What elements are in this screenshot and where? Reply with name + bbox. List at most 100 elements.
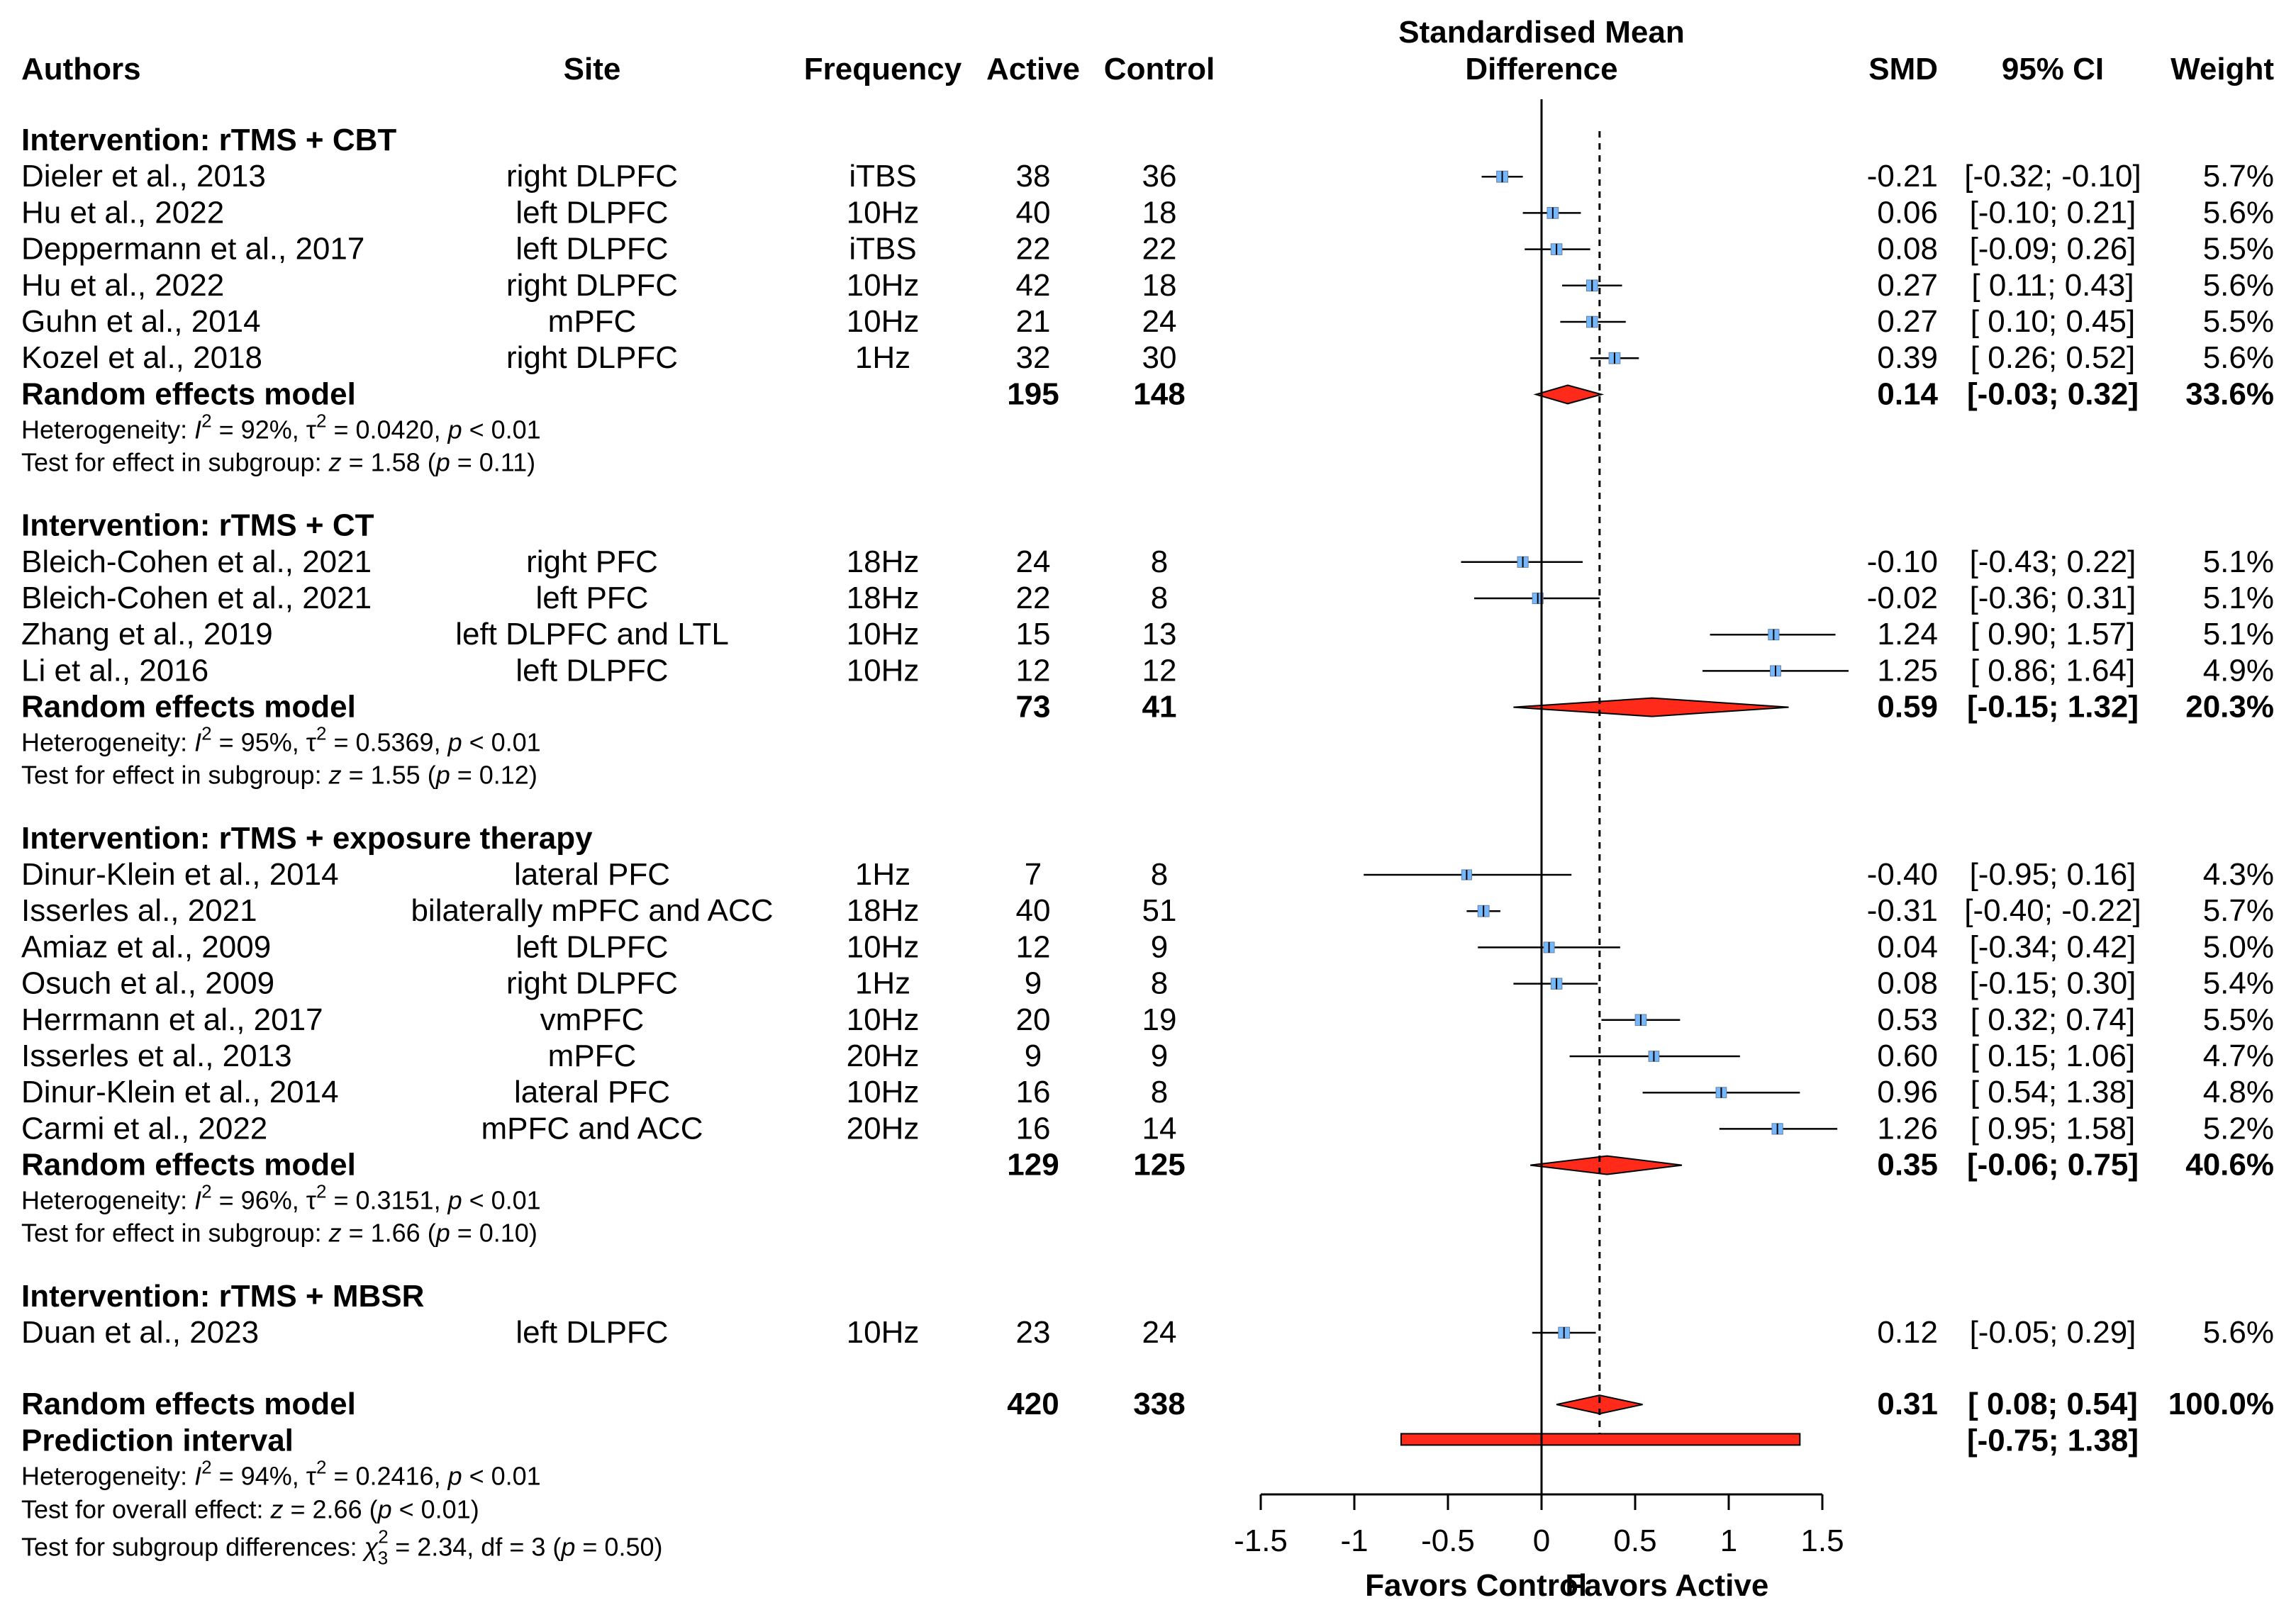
overall-effect-test: Test for overall effect: z = 2.66 (p < 0… <box>21 1494 479 1523</box>
model-ci: [-0.06; 0.75] <box>1967 1148 2139 1182</box>
study-ci: [-0.05; 0.29] <box>1970 1315 2136 1350</box>
study-row: Herrmann et al., 2017 vmPFC 10Hz 20 19 0.53 [ … <box>21 1002 2274 1037</box>
study-smd: -0.10 <box>1867 544 1938 579</box>
model-weight: 33.6% <box>2185 376 2274 411</box>
subgroup-heterogeneity: Heterogeneity: I2 = 95%, τ2 = 0.5369, p … <box>21 723 541 757</box>
subgroup-title: Intervention: rTMS + MBSR <box>21 1279 424 1314</box>
model-ci: [ 0.08; 0.54] <box>1968 1387 2138 1421</box>
study-smd: -0.21 <box>1867 159 1938 194</box>
overall-heterogeneity: Heterogeneity: I2 = 94%, τ2 = 0.2416, p … <box>21 1456 541 1490</box>
study-weight: 5.1% <box>2203 544 2274 579</box>
study-active: 16 <box>1016 1111 1051 1146</box>
study-active: 7 <box>1025 857 1042 892</box>
study-control: 24 <box>1142 304 1177 339</box>
study-weight: 5.7% <box>2203 159 2274 194</box>
study-active: 42 <box>1016 268 1051 303</box>
study-active: 22 <box>1016 581 1051 615</box>
study-site: right DLPFC <box>506 159 678 194</box>
study-site: left DLPFC <box>516 1315 668 1350</box>
study-ci: [ 0.26; 0.52] <box>1971 340 2135 375</box>
model-label: Random effects model <box>21 1387 356 1421</box>
study-author: Isserles et al., 2013 <box>21 1039 292 1073</box>
study-control: 8 <box>1151 544 1168 579</box>
study-ci: [-0.95; 0.16] <box>1970 857 2136 892</box>
model-control: 148 <box>1133 376 1185 411</box>
study-site: bilaterally mPFC and ACC <box>411 893 773 928</box>
subgroup-model-row: Random effects model 129 125 0.35 [-0.06; 0.… <box>21 1148 2274 1182</box>
prediction-row: Prediction interval [-0.75; 1.38] <box>21 1423 2139 1458</box>
model-control: 125 <box>1133 1148 1185 1182</box>
study-weight: 5.6% <box>2203 1315 2274 1350</box>
header-weight: Weight <box>2170 52 2274 86</box>
study-control: 51 <box>1142 893 1177 928</box>
subgroup-title: Intervention: rTMS + CT <box>21 508 374 543</box>
study-active: 24 <box>1016 544 1051 579</box>
model-control: 41 <box>1142 690 1177 725</box>
study-ci: [ 0.86; 1.64] <box>1971 653 2135 688</box>
study-ci: [-0.36; 0.31] <box>1970 581 2136 615</box>
study-weight: 5.1% <box>2203 581 2274 615</box>
study-site: mPFC <box>548 304 637 339</box>
prediction-ci: [-0.75; 1.38] <box>1967 1423 2139 1458</box>
study-row: Guhn et al., 2014 mPFC 10Hz 21 24 0.27 [ 0.10;… <box>21 304 2274 339</box>
study-row: Bleich-Cohen et al., 2021 right PFC 18Hz 24… <box>21 544 2274 579</box>
study-control: 19 <box>1142 1002 1177 1037</box>
study-site: right PFC <box>526 544 658 579</box>
study-site: vmPFC <box>540 1002 645 1037</box>
study-weight: 4.8% <box>2203 1075 2274 1109</box>
study-frequency: 10Hz <box>847 1315 920 1350</box>
study-frequency: iTBS <box>849 232 916 267</box>
study-row: Li et al., 2016 left DLPFC 10Hz 12 12 1.25 [ 0… <box>21 653 2274 688</box>
study-author: Guhn et al., 2014 <box>21 304 261 339</box>
study-row: Isserles et al., 2013 mPFC 20Hz 9 9 0.60 [ 0.1… <box>21 1039 2274 1073</box>
subgroup-model-row: Random effects model 195 148 0.14 [-0.03; 0.… <box>21 376 2274 411</box>
study-smd: -0.02 <box>1867 581 1938 615</box>
subgroup-differences-test: Test for subgroup differences: χ2 3 = 2.3… <box>21 1526 663 1568</box>
study-frequency: 10Hz <box>847 653 920 688</box>
study-author: Osuch et al., 2009 <box>21 966 274 1001</box>
study-ci: [ 0.11; 0.43] <box>1971 268 2134 303</box>
study-smd: 0.39 <box>1877 340 1938 375</box>
study-row: Kozel et al., 2018 right DLPFC 1Hz 32 30 0.39… <box>21 340 2274 375</box>
prediction-interval-bar <box>1400 1433 1801 1446</box>
subgroup-heterogeneity: Heterogeneity: I2 = 96%, τ2 = 0.3151, p … <box>21 1181 541 1215</box>
study-site: left DLPFC <box>516 195 668 230</box>
header-ci: 95% CI <box>2002 52 2104 86</box>
study-frequency: 1Hz <box>855 966 910 1001</box>
study-smd: -0.40 <box>1867 857 1938 892</box>
study-weight: 5.6% <box>2203 268 2274 303</box>
study-row: Zhang et al., 2019 left DLPFC and LTL 10Hz… <box>21 617 2274 651</box>
model-weight: 40.6% <box>2185 1148 2274 1182</box>
study-site: mPFC and ACC <box>481 1111 703 1146</box>
study-smd: 1.24 <box>1877 617 1938 651</box>
study-row: Osuch et al., 2009 right DLPFC 1Hz 9 8 0.08 [-… <box>21 966 2274 1001</box>
study-weight: 5.7% <box>2203 893 2274 928</box>
study-author: Zhang et al., 2019 <box>21 617 273 651</box>
model-smd: 0.59 <box>1877 690 1938 725</box>
study-frequency: 20Hz <box>847 1039 920 1073</box>
subgroup-heterogeneity: Heterogeneity: I2 = 92%, τ2 = 0.0420, p … <box>21 410 541 444</box>
study-row: Hu et al., 2022 left DLPFC 10Hz 40 18 0.06 [-0… <box>21 195 2274 230</box>
study-frequency: 10Hz <box>847 304 920 339</box>
study-author: Duan et al., 2023 <box>21 1315 259 1350</box>
study-ci: [ 0.95; 1.58] <box>1971 1111 2135 1146</box>
study-author: Carmi et al., 2022 <box>21 1111 267 1146</box>
study-site: lateral PFC <box>514 857 670 892</box>
study-ci: [-0.10; 0.21] <box>1970 195 2136 230</box>
study-weight: 4.3% <box>2203 857 2274 892</box>
subgroup-effect-test: Test for effect in subgroup: z = 1.66 (p… <box>21 1219 537 1248</box>
study-frequency: 10Hz <box>847 1002 920 1037</box>
study-active: 32 <box>1016 340 1051 375</box>
study-frequency: 18Hz <box>847 893 920 928</box>
study-control: 18 <box>1142 195 1177 230</box>
study-active: 21 <box>1016 304 1051 339</box>
study-weight: 4.7% <box>2203 1039 2274 1073</box>
study-control: 22 <box>1142 232 1177 267</box>
study-weight: 5.2% <box>2203 1111 2274 1146</box>
study-weight: 5.4% <box>2203 966 2274 1001</box>
study-row: Amiaz et al., 2009 left DLPFC 10Hz 12 9 0.04 [… <box>21 929 2274 964</box>
study-smd: 0.60 <box>1877 1039 1938 1073</box>
study-control: 14 <box>1142 1111 1177 1146</box>
study-row: Carmi et al., 2022 mPFC and ACC 20Hz 16 14 1.… <box>21 1111 2274 1146</box>
